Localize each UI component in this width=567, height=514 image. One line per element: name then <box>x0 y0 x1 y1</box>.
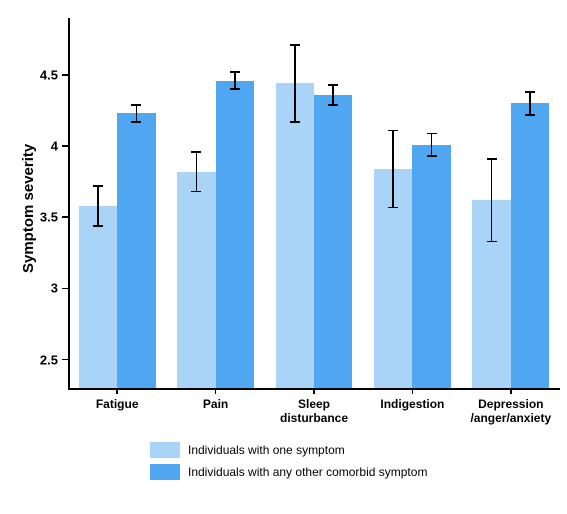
xtick-mark <box>215 388 217 394</box>
ytick-label: 3 <box>0 281 58 296</box>
ytick-mark <box>62 145 68 147</box>
error-bar-cap <box>328 84 338 86</box>
error-bar <box>491 159 493 242</box>
bar <box>177 172 215 388</box>
error-bar <box>196 152 198 192</box>
xtick-label: Pain <box>203 398 228 412</box>
xtick-label: Sleep disturbance <box>280 398 348 426</box>
xtick-mark <box>313 388 315 394</box>
legend-swatch <box>150 464 180 480</box>
plot-area <box>68 18 560 388</box>
error-bar-cap <box>131 104 141 106</box>
error-bar <box>234 72 236 89</box>
ytick-label: 2.5 <box>0 352 58 367</box>
xtick-label: Depression /anger/anxiety <box>470 398 551 426</box>
error-bar <box>136 105 138 122</box>
error-bar-cap <box>427 155 437 157</box>
xtick-label: Indigestion <box>380 398 444 412</box>
error-bar <box>294 45 296 122</box>
error-bar-cap <box>230 88 240 90</box>
bar <box>216 81 254 388</box>
error-bar-cap <box>290 44 300 46</box>
error-bar-cap <box>191 151 201 153</box>
error-bar <box>97 186 99 226</box>
error-bar-cap <box>388 130 398 132</box>
y-axis-label: Symptom severity <box>20 144 37 273</box>
ytick-mark <box>62 74 68 76</box>
symptom-severity-chart: 2.533.544.5Symptom severityFatiguePainSl… <box>0 0 567 514</box>
error-bar <box>431 133 433 156</box>
legend: Individuals with one symptom Individuals … <box>150 442 427 480</box>
error-bar-cap <box>93 185 103 187</box>
xtick-mark <box>510 388 512 394</box>
ytick-mark <box>62 216 68 218</box>
legend-item: Individuals with any other comorbid symp… <box>150 464 427 480</box>
error-bar-cap <box>191 191 201 193</box>
axis-line <box>68 18 70 388</box>
error-bar-cap <box>328 104 338 106</box>
error-bar <box>392 130 394 207</box>
xtick-mark <box>116 388 118 394</box>
error-bar-cap <box>525 114 535 116</box>
xtick-mark <box>412 388 414 394</box>
error-bar-cap <box>388 207 398 209</box>
ytick-label: 4.5 <box>0 67 58 82</box>
error-bar-cap <box>290 121 300 123</box>
bar <box>511 103 549 388</box>
legend-label: Individuals with any other comorbid symp… <box>188 465 427 479</box>
error-bar-cap <box>487 158 497 160</box>
error-bar <box>332 85 334 105</box>
error-bar-cap <box>427 133 437 135</box>
legend-item: Individuals with one symptom <box>150 442 427 458</box>
bar <box>276 83 314 388</box>
error-bar-cap <box>487 241 497 243</box>
error-bar-cap <box>131 121 141 123</box>
ytick-mark <box>62 288 68 290</box>
legend-label: Individuals with one symptom <box>188 443 345 457</box>
bar <box>314 95 352 388</box>
xtick-label: Fatigue <box>96 398 139 412</box>
bar <box>79 206 117 388</box>
error-bar-cap <box>230 71 240 73</box>
error-bar <box>529 92 531 115</box>
bar <box>412 145 450 388</box>
legend-swatch <box>150 442 180 458</box>
error-bar-cap <box>93 225 103 227</box>
error-bar-cap <box>525 91 535 93</box>
ytick-mark <box>62 359 68 361</box>
bar <box>117 113 155 388</box>
